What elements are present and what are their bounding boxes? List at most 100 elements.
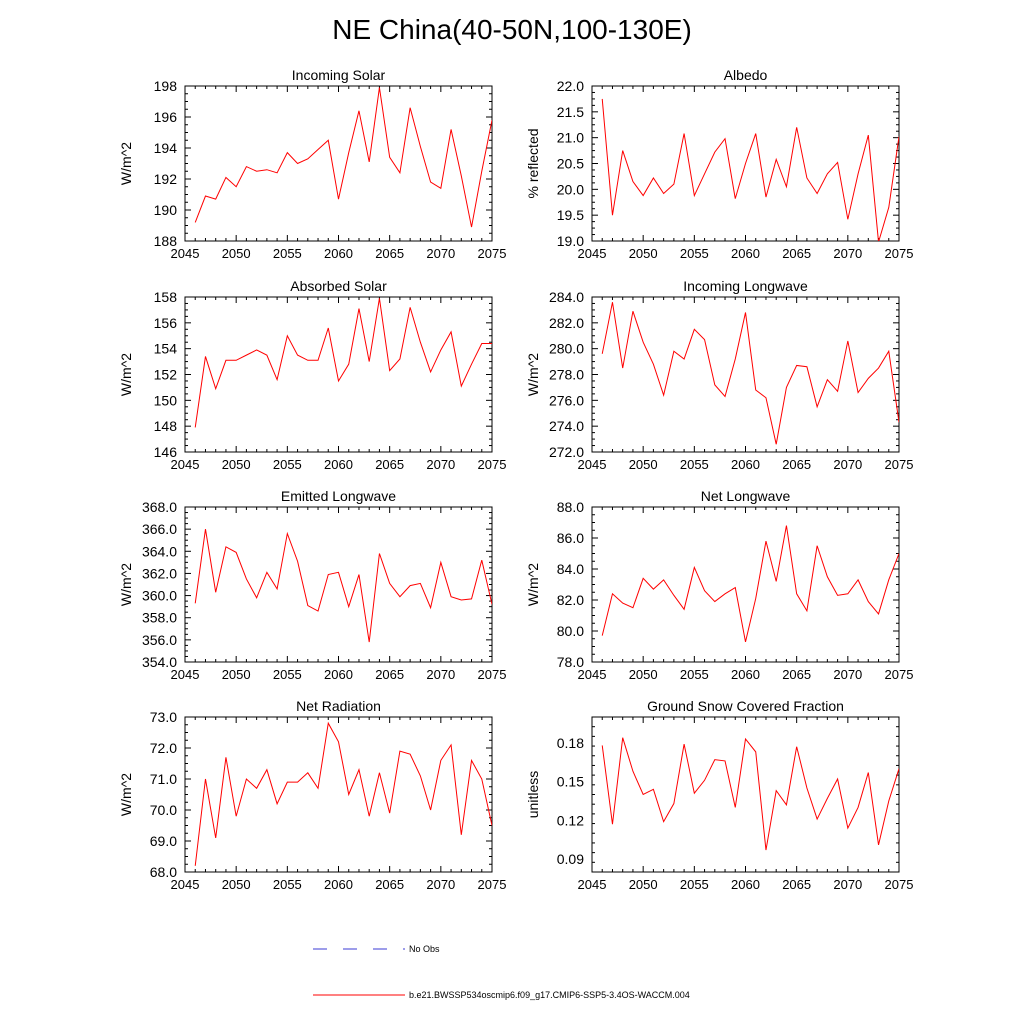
chart-2-xtick-label: 2045 xyxy=(171,457,200,472)
chart-0-xtick-label: 2055 xyxy=(273,246,302,261)
chart-2-xtick-label: 2075 xyxy=(478,457,507,472)
chart-7-ytick-label: 0.09 xyxy=(557,851,584,867)
chart-2-ytick-label: 156 xyxy=(154,315,178,331)
chart-0-frame xyxy=(184,85,493,242)
chart-7-ytick-label: 0.15 xyxy=(557,774,584,790)
chart-1-ytick-label: 19.5 xyxy=(557,207,584,223)
chart-4-xtick-label: 2065 xyxy=(375,667,404,682)
chart-4-xtick-label: 2075 xyxy=(478,667,507,682)
chart-2-frame xyxy=(184,296,493,453)
chart-0-xtick-label: 2050 xyxy=(222,246,251,261)
chart-2-ytick-label: 158 xyxy=(154,289,178,305)
chart-1-xtick-label: 2050 xyxy=(629,246,658,261)
chart-5-xtick-label: 2045 xyxy=(578,667,607,682)
chart-4: Emitted Longwave W/m^2 2045 2050 2055 2060 206… xyxy=(118,488,506,682)
chart-0-ylabel: W/m^2 xyxy=(118,142,134,185)
chart-4-xtick-label: 2070 xyxy=(426,667,455,682)
chart-1-ytick-label: 20.5 xyxy=(557,156,584,172)
chart-1-ytick-label: 22.0 xyxy=(557,78,584,94)
chart-6-series-line xyxy=(194,721,492,866)
chart-6-ytick-label: 71.0 xyxy=(150,771,177,787)
chart-6-xtick-label: 2045 xyxy=(171,877,200,892)
chart-7-xtick-label: 2055 xyxy=(680,877,709,892)
chart-6-ytick-label: 68.0 xyxy=(150,864,177,880)
chart-6-xtick-label: 2050 xyxy=(222,877,251,892)
chart-6-ytick-label: 70.0 xyxy=(150,802,177,818)
chart-3-ytick-label: 284.0 xyxy=(549,289,584,305)
chart-3-ytick-label: 272.0 xyxy=(549,444,584,460)
chart-1-ytick-label: 21.0 xyxy=(557,130,584,146)
chart-6-xtick-label: 2055 xyxy=(273,877,302,892)
chart-5-xtick-label: 2070 xyxy=(833,667,862,682)
chart-4-ytick-label: 354.0 xyxy=(142,654,177,670)
chart-7-xtick-label: 2075 xyxy=(885,877,914,892)
chart-4-ytick-label: 356.0 xyxy=(142,632,177,648)
chart-3-ytick-label: 282.0 xyxy=(549,315,584,331)
chart-0-ytick-label: 196 xyxy=(154,109,178,125)
chart-3-ytick-label: 278.0 xyxy=(549,367,584,383)
chart-6-ylabel: W/m^2 xyxy=(118,773,134,816)
chart-5-ytick-label: 86.0 xyxy=(557,530,584,546)
chart-6-ytick-label: 73.0 xyxy=(150,709,177,725)
chart-1-xtick-label: 2070 xyxy=(833,246,862,261)
figure-title: NE China(40-50N,100-130E) xyxy=(332,14,692,45)
chart-5-ytick-label: 84.0 xyxy=(557,561,584,577)
chart-2-ylabel: W/m^2 xyxy=(118,353,134,396)
chart-6-frame xyxy=(184,716,493,873)
chart-6-xtick-label: 2065 xyxy=(375,877,404,892)
chart-2-xtick-label: 2070 xyxy=(426,457,455,472)
chart-3-ylabel: W/m^2 xyxy=(525,353,541,396)
chart-3-xtick-label: 2055 xyxy=(680,457,709,472)
chart-5-frame xyxy=(591,506,900,663)
chart-1-xtick-label: 2075 xyxy=(885,246,914,261)
chart-4-ylabel: W/m^2 xyxy=(118,563,134,606)
chart-5-xtick-label: 2055 xyxy=(680,667,709,682)
chart-2-ytick-label: 152 xyxy=(154,367,178,383)
chart-2-xtick-label: 2050 xyxy=(222,457,251,472)
chart-4-ytick-label: 364.0 xyxy=(142,543,177,559)
chart-2-xtick-label: 2065 xyxy=(375,457,404,472)
chart-3-ytick-label: 276.0 xyxy=(549,392,584,408)
chart-5-ytick-label: 88.0 xyxy=(557,499,584,515)
chart-5: Net Longwave W/m^2 2045 2050 2055 2060 2065 207… xyxy=(525,488,913,682)
chart-4-ytick-label: 360.0 xyxy=(142,588,177,604)
chart-4-title: Emitted Longwave xyxy=(281,488,396,504)
chart-6-title: Net Radiation xyxy=(296,698,381,714)
chart-6-xtick-label: 2075 xyxy=(478,877,507,892)
chart-7-xtick-label: 2070 xyxy=(833,877,862,892)
chart-1-xtick-label: 2045 xyxy=(578,246,607,261)
chart-0-ytick-label: 194 xyxy=(154,140,178,156)
chart-0-xtick-label: 2070 xyxy=(426,246,455,261)
chart-4-series-line xyxy=(194,529,492,643)
chart-3-ytick-label: 280.0 xyxy=(549,341,584,357)
chart-3-xtick-label: 2075 xyxy=(885,457,914,472)
chart-5-ytick-label: 82.0 xyxy=(557,592,584,608)
legend-obs-label: No Obs xyxy=(409,944,440,954)
chart-3-xtick-label: 2070 xyxy=(833,457,862,472)
chart-7-xtick-label: 2060 xyxy=(731,877,760,892)
chart-4-ytick-label: 368.0 xyxy=(142,499,177,515)
chart-3-xtick-label: 2050 xyxy=(629,457,658,472)
chart-5-xtick-label: 2075 xyxy=(885,667,914,682)
chart-7-xtick-label: 2065 xyxy=(782,877,811,892)
chart-1-series-line xyxy=(601,98,899,241)
chart-3-frame xyxy=(591,296,900,453)
chart-1-xtick-label: 2065 xyxy=(782,246,811,261)
chart-5-series-line xyxy=(601,525,899,642)
chart-5-xtick-label: 2060 xyxy=(731,667,760,682)
chart-4-ytick-label: 366.0 xyxy=(142,521,177,537)
chart-4-xtick-label: 2045 xyxy=(171,667,200,682)
chart-5-ytick-label: 80.0 xyxy=(557,623,584,639)
chart-7: Ground Snow Covered Fraction unitless 2045… xyxy=(525,698,913,892)
chart-6-xtick-label: 2060 xyxy=(324,877,353,892)
chart-1-ylabel: % reflected xyxy=(525,128,541,198)
chart-7-series-line xyxy=(601,737,899,851)
chart-0-ytick-label: 190 xyxy=(154,202,178,218)
chart-5-ylabel: W/m^2 xyxy=(525,563,541,606)
chart-2-ytick-label: 146 xyxy=(154,444,178,460)
chart-3-xtick-label: 2045 xyxy=(578,457,607,472)
chart-6-xtick-label: 2070 xyxy=(426,877,455,892)
chart-0-series-line xyxy=(194,87,492,228)
chart-2-series-line xyxy=(194,298,492,428)
